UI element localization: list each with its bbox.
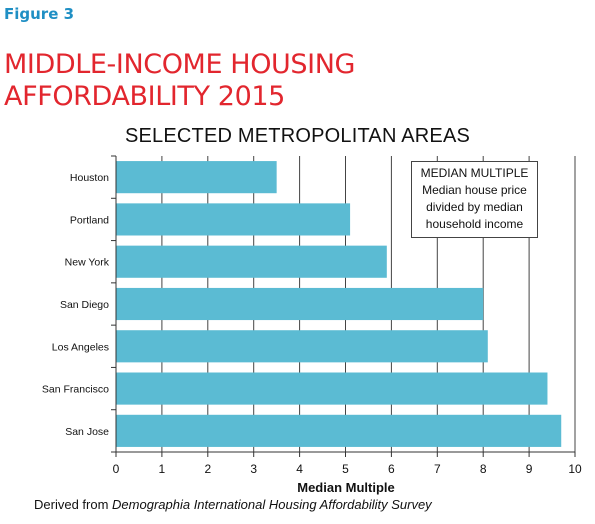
page-title: MIDDLE-INCOME HOUSING AFFORDABILITY 2015: [4, 49, 355, 113]
annotation-line-2: Median house price: [422, 183, 527, 197]
bar-houston: [116, 161, 277, 194]
category-label: Los Angeles: [52, 341, 109, 353]
tick-label: 5: [342, 462, 349, 476]
tick-label: 1: [159, 462, 166, 476]
category-label: San Diego: [60, 299, 109, 311]
bar-new-york: [116, 245, 387, 278]
tick-label: 2: [204, 462, 211, 476]
x-axis-label: Median Multiple: [297, 480, 395, 495]
category-label: San Francisco: [42, 384, 109, 396]
tick-label: 8: [480, 462, 487, 476]
bar-san-francisco: [116, 372, 548, 405]
bars: [116, 161, 562, 447]
tick-labels: 0 1 2 3 4 5 6 7 8 9 10: [113, 462, 582, 476]
category-label: Portland: [70, 214, 109, 226]
source-note: Derived from Demographia International H…: [34, 497, 432, 512]
chart-title: SELECTED METROPOLITAN AREAS: [124, 125, 471, 147]
annotation-line-1: MEDIAN MULTIPLE: [420, 166, 529, 180]
title-line-2: AFFORDABILITY 2015: [4, 81, 285, 112]
bar-san-jose: [116, 414, 562, 447]
category-labels: Houston Portland New York San Diego Los Ange…: [42, 172, 110, 438]
tick-label: 0: [113, 462, 120, 476]
annotation-line-3: divided by median: [426, 200, 523, 214]
tick-label: 4: [296, 462, 303, 476]
tick-label: 3: [250, 462, 257, 476]
axes: [111, 155, 576, 457]
tick-label: 6: [388, 462, 395, 476]
tick-label: 7: [434, 462, 441, 476]
tick-label: 9: [526, 462, 533, 476]
bar-portland: [116, 203, 351, 236]
category-label: New York: [65, 257, 110, 269]
category-label: San Jose: [65, 426, 109, 438]
bar-san-diego: [116, 287, 484, 321]
category-label: Houston: [70, 172, 109, 184]
annotation-line-4: household income: [425, 217, 524, 231]
annotation-box: MEDIAN MULTIPLE Median house price divid…: [411, 161, 538, 238]
source-prefix: Derived from: [34, 497, 113, 512]
bar-los-angeles: [116, 330, 488, 363]
tick-label: 10: [568, 462, 582, 476]
source-title: Demographia International Housing Afford…: [112, 497, 432, 512]
title-line-1: MIDDLE-INCOME HOUSING: [4, 49, 356, 80]
figure-label: Figure 3: [4, 5, 75, 23]
